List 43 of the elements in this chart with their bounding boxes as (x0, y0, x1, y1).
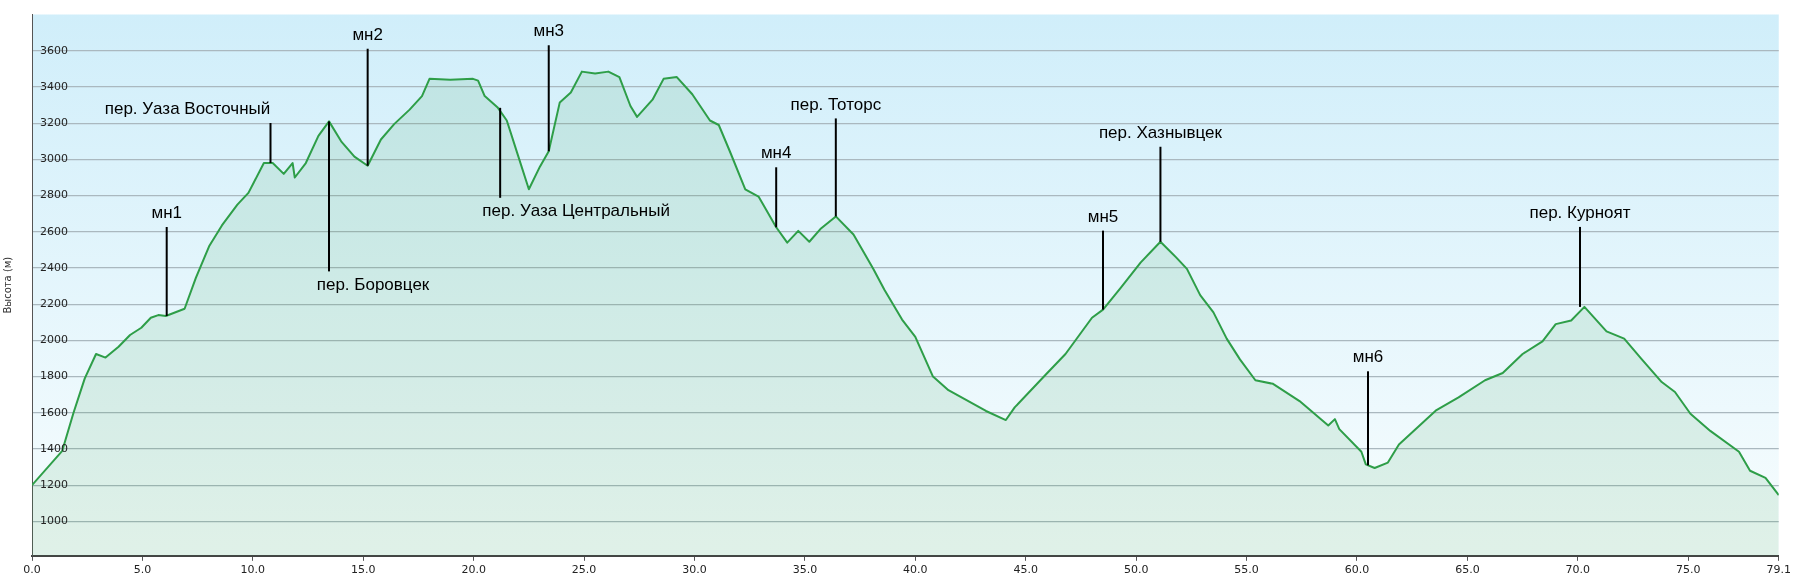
y-tick-label: 2800 (40, 188, 68, 202)
annotation: мн6 (1352, 347, 1384, 367)
x-tick-label: 65.0 (1455, 563, 1480, 577)
y-tick-label: 3400 (40, 79, 68, 93)
x-tick-label: 25.0 (571, 563, 597, 577)
annotation: пер. Хазнывцек (1098, 122, 1223, 142)
x-tick-label: 45.0 (1013, 563, 1038, 577)
annotation: мн3 (533, 21, 564, 41)
annotation: пер. Уаза Восточный (104, 99, 271, 119)
annotation: мн2 (352, 24, 383, 44)
x-tick-label: 50.0 (1123, 563, 1149, 577)
x-tick-label: 70.0 (1565, 563, 1591, 577)
annotation: мн4 (760, 143, 792, 163)
x-tick-label: 5.0 (133, 563, 152, 577)
annotation: пер. Уаза Центральный (482, 201, 670, 220)
y-tick-label: 1000 (40, 514, 68, 528)
y-tick-label: 2000 (40, 333, 68, 347)
x-tick-label: 55.0 (1234, 563, 1259, 577)
x-tick-label: 60.0 (1344, 563, 1370, 577)
x-tick-label: 35.0 (792, 563, 818, 577)
annotation: пер. Боровцек (316, 274, 430, 294)
x-tick-label: 15.0 (350, 563, 376, 577)
y-tick-label: 3200 (40, 116, 68, 130)
x-tick-label: 75.0 (1675, 563, 1701, 577)
y-tick-label: 2200 (40, 297, 68, 311)
annotation: мн1 (151, 203, 182, 223)
annotation: мн5 (1087, 206, 1119, 226)
x-tick-label: 10.0 (240, 563, 266, 577)
y-tick-label: 2600 (40, 224, 68, 238)
y-tick-label: 1800 (40, 369, 68, 383)
annotation: пер. Курноят (1529, 203, 1631, 223)
x-tick-label: 30.0 (682, 563, 707, 577)
y-tick-label: 1600 (40, 405, 68, 419)
y-tick-label: 3000 (40, 152, 68, 166)
y-tick-label: 2400 (40, 260, 68, 274)
annotation: пер. Тоторс (790, 94, 882, 114)
x-tick-label: 20.0 (461, 563, 486, 577)
y-axis-title: Высота (м) (1, 256, 13, 314)
x-tick-label: 79.1 (1766, 563, 1791, 577)
x-tick-label: 40.0 (903, 563, 928, 577)
x-tick-label: 0.0 (23, 563, 41, 577)
y-tick-label: 3600 (40, 43, 68, 57)
y-tick-label: 1200 (40, 478, 68, 492)
